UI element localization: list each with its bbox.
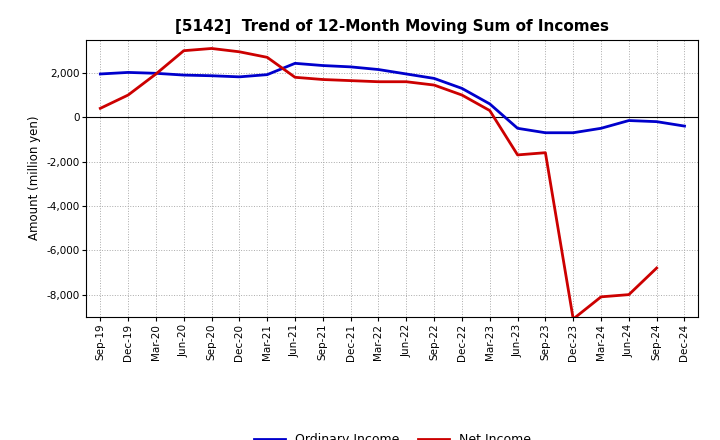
Net Income <box>374 79 383 84</box>
Line: Ordinary Income: Ordinary Income <box>100 63 685 133</box>
Net Income <box>569 316 577 322</box>
Net Income <box>485 108 494 113</box>
Net Income <box>235 49 243 55</box>
Net Income <box>430 82 438 88</box>
Ordinary Income <box>652 119 661 124</box>
Net Income <box>179 48 188 53</box>
Ordinary Income <box>402 71 410 77</box>
Net Income <box>624 292 633 297</box>
Ordinary Income <box>152 71 161 76</box>
Ordinary Income <box>96 71 104 77</box>
Net Income <box>291 75 300 80</box>
Net Income <box>263 55 271 60</box>
Net Income <box>207 46 216 51</box>
Net Income <box>346 78 355 83</box>
Net Income <box>402 79 410 84</box>
Ordinary Income <box>318 63 327 68</box>
Ordinary Income <box>624 118 633 123</box>
Ordinary Income <box>513 126 522 131</box>
Ordinary Income <box>124 70 132 75</box>
Ordinary Income <box>291 61 300 66</box>
Ordinary Income <box>680 124 689 129</box>
Ordinary Income <box>569 130 577 136</box>
Ordinary Income <box>430 76 438 81</box>
Net Income <box>513 152 522 158</box>
Title: [5142]  Trend of 12-Month Moving Sum of Incomes: [5142] Trend of 12-Month Moving Sum of I… <box>176 19 609 34</box>
Ordinary Income <box>207 73 216 78</box>
Ordinary Income <box>263 72 271 77</box>
Ordinary Income <box>597 126 606 131</box>
Line: Net Income: Net Income <box>100 48 657 319</box>
Net Income <box>318 77 327 82</box>
Net Income <box>597 294 606 300</box>
Net Income <box>96 106 104 111</box>
Net Income <box>124 92 132 98</box>
Ordinary Income <box>541 130 550 136</box>
Y-axis label: Amount (million yen): Amount (million yen) <box>27 116 40 240</box>
Ordinary Income <box>485 101 494 106</box>
Net Income <box>652 265 661 271</box>
Net Income <box>152 71 161 77</box>
Legend: Ordinary Income, Net Income: Ordinary Income, Net Income <box>248 429 536 440</box>
Ordinary Income <box>458 86 467 91</box>
Ordinary Income <box>235 74 243 80</box>
Ordinary Income <box>374 67 383 72</box>
Ordinary Income <box>346 64 355 70</box>
Net Income <box>541 150 550 155</box>
Net Income <box>458 92 467 98</box>
Ordinary Income <box>179 73 188 78</box>
